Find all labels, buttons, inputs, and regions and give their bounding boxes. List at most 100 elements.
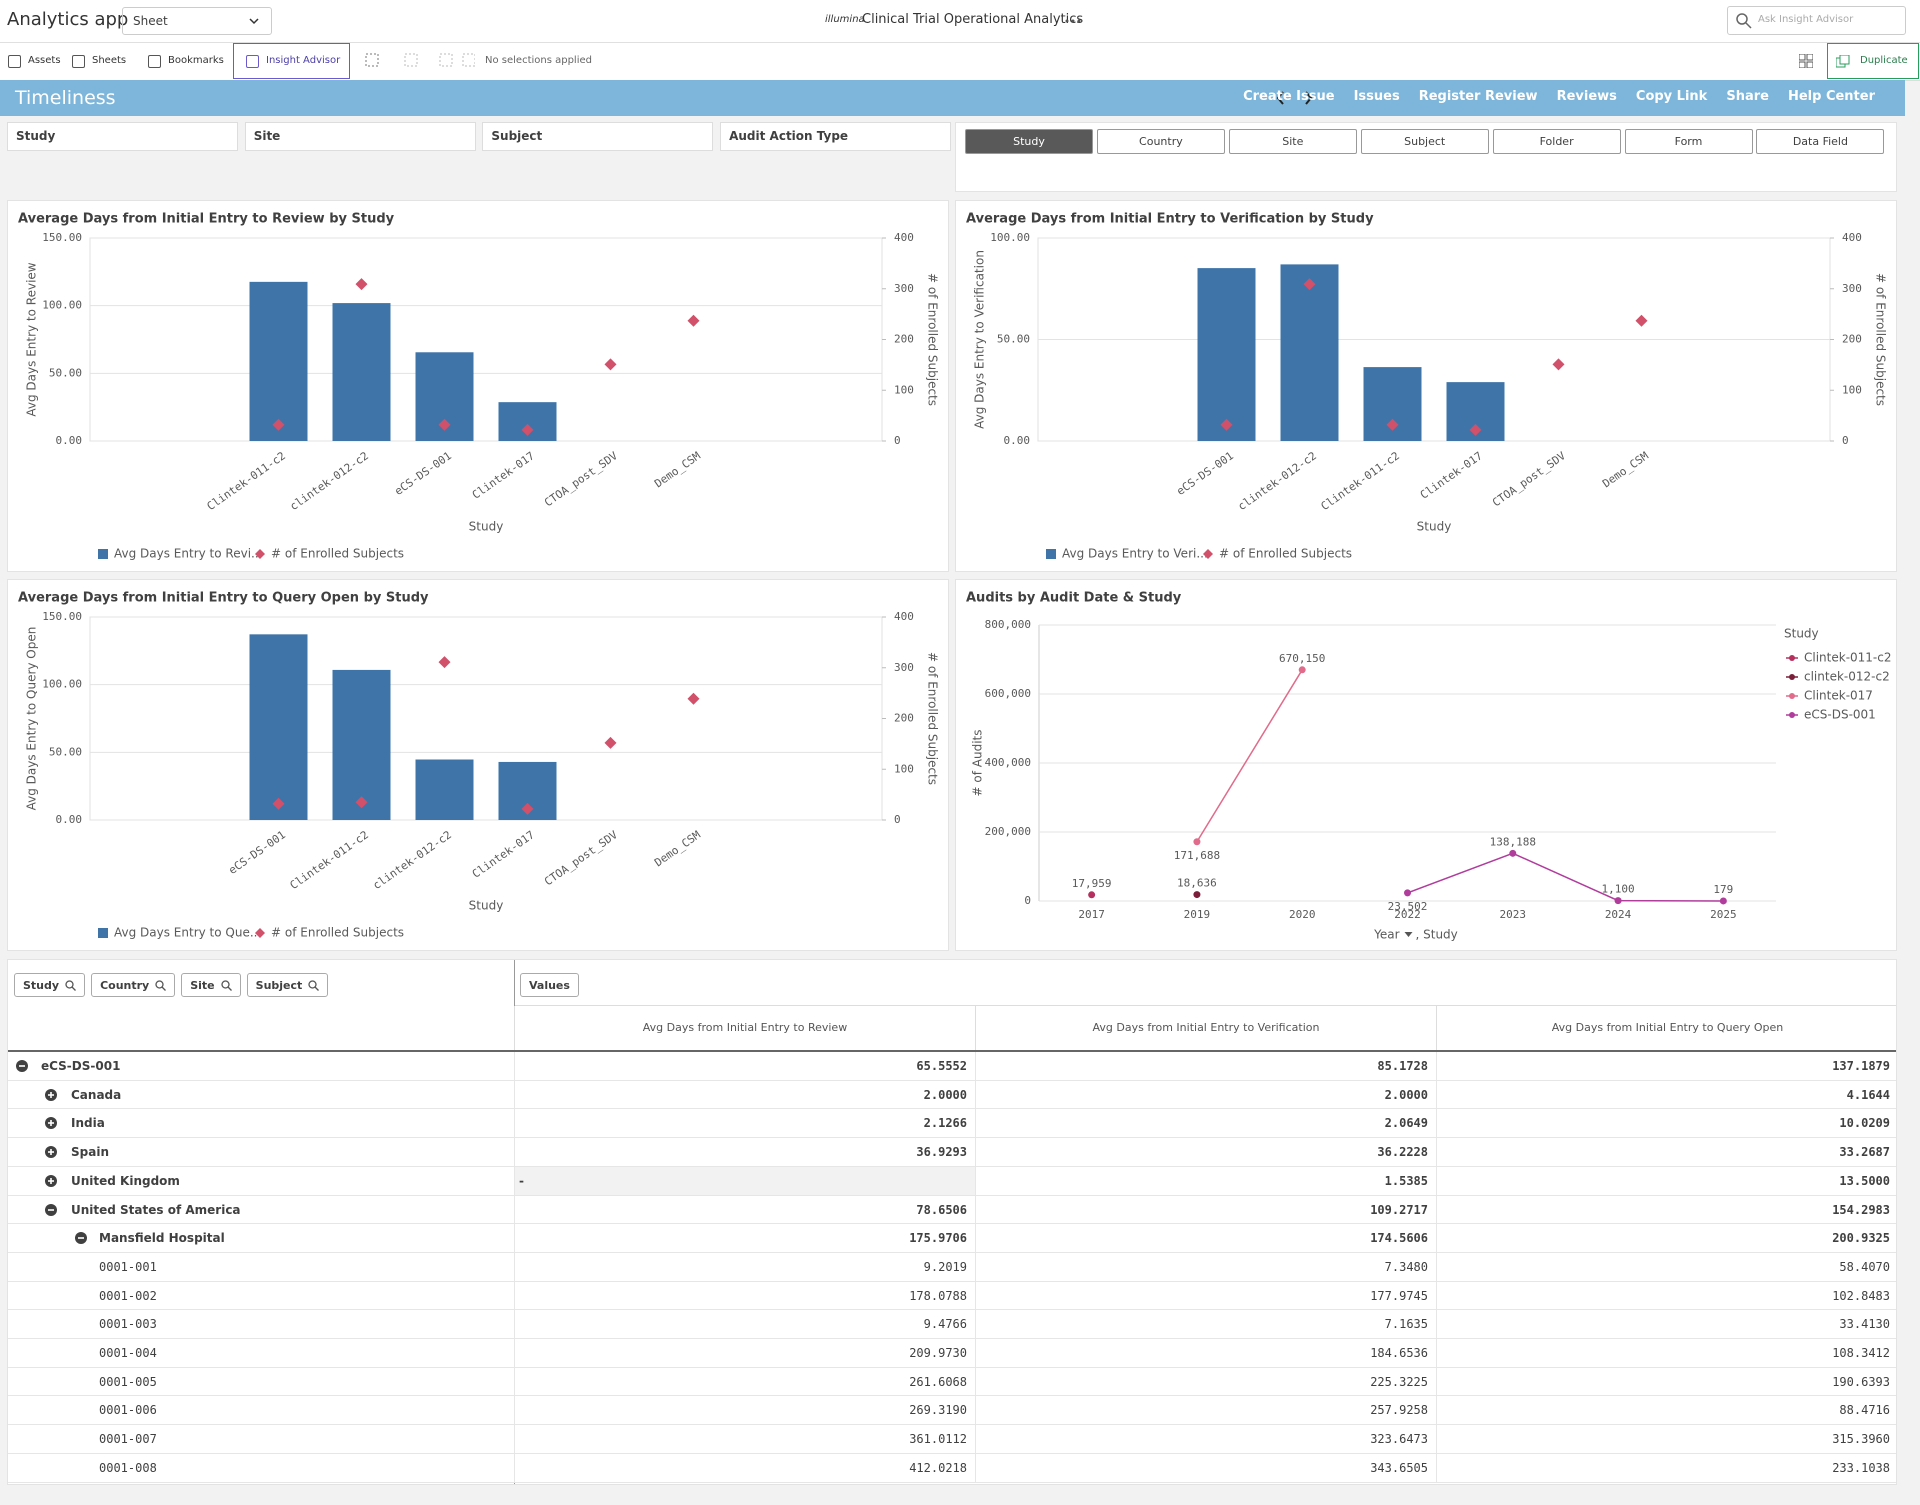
dimension-button[interactable]: Form	[1624, 129, 1753, 154]
cell-value: 36.9293	[514, 1138, 975, 1167]
dimension-button[interactable]: Data Field	[1756, 129, 1885, 154]
collapse-icon[interactable]	[75, 1232, 87, 1245]
x-axis-label: Year	[1373, 928, 1399, 942]
series-line	[1196, 669, 1303, 843]
column-header[interactable]: Avg Days from Initial Entry to Query Ope…	[1436, 1006, 1896, 1050]
filter-pane[interactable]: Site	[244, 122, 476, 151]
search-glass	[65, 979, 74, 989]
x-tick-label: eCS-DS-001	[392, 449, 454, 498]
banner-link[interactable]: Create Issue	[1243, 89, 1335, 104]
dimension-button[interactable]: Country	[1096, 129, 1225, 154]
cell-value: 361.0112	[514, 1425, 975, 1454]
expand-icon[interactable]	[45, 1146, 57, 1159]
dimension-chip[interactable]: Site	[181, 973, 241, 997]
legend-label: clintek-012-c2	[1804, 670, 1890, 684]
dimension-chip[interactable]: Values	[520, 973, 579, 997]
dimension-button[interactable]: Study	[965, 129, 1093, 154]
filter-pane[interactable]: Subject	[482, 122, 714, 151]
toolbar-button[interactable]: Insight Advisor	[266, 55, 341, 66]
cell-value: 2.0000	[514, 1080, 975, 1109]
x-tick-label: Demo_CSM	[1600, 449, 1651, 490]
app-title: Clinical Trial Operational Analytics	[862, 12, 1084, 27]
search-handle	[227, 986, 232, 991]
filter-label: Study	[16, 129, 56, 143]
row-label: United States of America	[71, 1202, 241, 1217]
column-header[interactable]: Avg Days from Initial Entry to Review	[514, 1006, 975, 1050]
collapse-icon[interactable]	[16, 1060, 28, 1072]
search-placeholder: Ask Insight Advisor	[1758, 14, 1854, 25]
banner-link[interactable]: Share	[1726, 89, 1769, 104]
chart-panel: Audits by Audit Date & Study 0 200,000 400,…	[955, 579, 1897, 951]
row-rule	[8, 1481, 1896, 1483]
dimension-chip[interactable]: Country	[91, 973, 176, 997]
sheet-dropdown[interactable]: Sheet	[122, 7, 272, 35]
expand-icon[interactable]	[45, 1174, 57, 1187]
y-axis-label: Avg Days Entry to Review	[25, 262, 39, 416]
search-icon	[1736, 13, 1752, 29]
legend-label: # of Enrolled Subjects	[271, 926, 404, 940]
dimension-chip[interactable]: Study	[14, 973, 86, 997]
row-label: United Kingdom	[71, 1173, 180, 1188]
banner-link[interactable]: Issues	[1353, 89, 1400, 104]
chart: Average Days from Initial Entry to Revie…	[18, 212, 940, 561]
data-point	[1193, 838, 1201, 846]
x-tick-label: 2022	[1394, 908, 1421, 921]
y-tick-label: 0.00	[1004, 434, 1031, 447]
cell-value: 2.0000	[975, 1080, 1436, 1109]
y2-tick-label: 0	[1842, 434, 1849, 447]
legend-swatch	[255, 549, 265, 559]
cell-value: 190.6393	[1436, 1367, 1896, 1396]
dimension-button[interactable]: Site	[1228, 129, 1357, 154]
cell-value: 9.2019	[514, 1252, 975, 1281]
y-axis-label: # of Audits	[971, 730, 985, 797]
banner-link[interactable]: Help Center	[1787, 89, 1875, 104]
chart-title: Average Days from Initial Entry to Revie…	[18, 212, 395, 227]
legend-label: # of Enrolled Subjects	[271, 547, 404, 561]
cell-value: 36.2228	[975, 1138, 1436, 1167]
banner-link[interactable]: Copy Link	[1635, 89, 1708, 104]
x-tick-label: 2025	[1710, 908, 1737, 921]
expand-icon[interactable]	[45, 1117, 57, 1130]
dimension-button[interactable]: Folder	[1492, 129, 1621, 154]
filter-pane[interactable]: Audit Action Type	[720, 122, 952, 151]
cell-value: 65.5552	[514, 1052, 975, 1080]
row-rule	[8, 1108, 1896, 1110]
row-rule	[8, 1165, 1896, 1167]
sheet-title: Timeliness	[15, 87, 116, 109]
chart-title: Audits by Audit Date & Study	[966, 591, 1182, 606]
expand-icon[interactable]	[45, 1088, 57, 1101]
banner-link[interactable]: Reviews	[1556, 89, 1617, 104]
dimension-button[interactable]: Subject	[1360, 129, 1489, 154]
row-label: 0001-003	[99, 1317, 157, 1332]
diamond-marker	[687, 692, 700, 705]
sheet-nav[interactable]	[1275, 90, 1315, 106]
search-handle	[314, 986, 320, 991]
search-box[interactable]: Ask Insight Advisor	[1727, 6, 1906, 35]
toolbar-button[interactable]: Assets	[28, 55, 61, 66]
toolbar-button[interactable]: Sheets	[92, 55, 127, 66]
filter-pane[interactable]: Study	[7, 122, 238, 151]
app-name: Analytics app	[7, 9, 129, 30]
toolbar-button[interactable]: Bookmarks	[168, 55, 224, 66]
search-icon	[308, 979, 320, 991]
legend-swatch	[98, 549, 108, 559]
y2-tick-label: 300	[1842, 282, 1862, 295]
y-tick-label: 200,000	[985, 825, 1031, 838]
cell-value: 10.0209	[1436, 1109, 1896, 1138]
cell-value: 261.6068	[514, 1367, 975, 1396]
filter-label: Site	[253, 129, 281, 143]
dimension-chip[interactable]: Subject	[246, 973, 329, 997]
collapse-icon[interactable]	[45, 1203, 57, 1216]
more-menu[interactable]	[1065, 18, 1081, 24]
duplicate-button[interactable]: Duplicate	[1827, 43, 1919, 79]
diamond-marker	[604, 736, 617, 749]
banner-link[interactable]: Register Review	[1418, 89, 1538, 104]
row-rule	[8, 1395, 1896, 1397]
grid-icon[interactable]	[1799, 54, 1813, 68]
bar	[332, 303, 391, 441]
y-tick-label: 100.00	[42, 678, 82, 691]
row-label: eCS-DS-001	[41, 1059, 121, 1073]
row-label: 0001-001	[99, 1259, 157, 1274]
column-header[interactable]: Avg Days from Initial Entry to Verificat…	[975, 1006, 1436, 1050]
